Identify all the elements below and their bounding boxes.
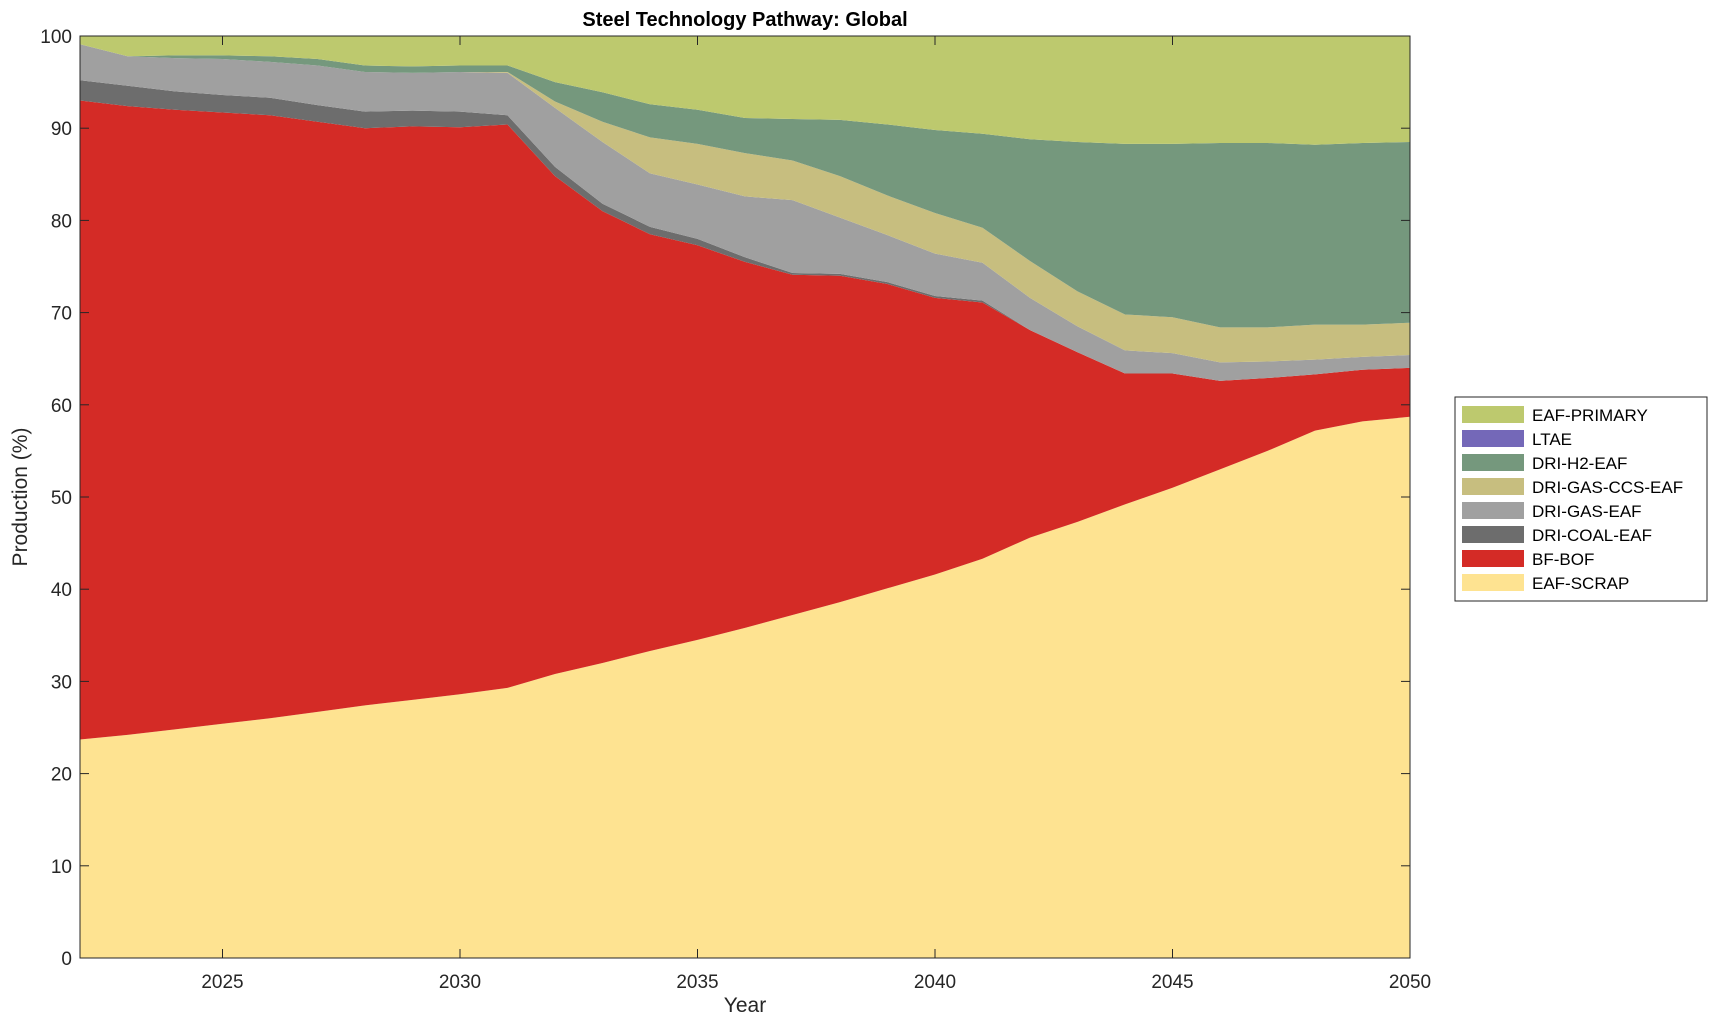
x-axis: 2025 2030 2035 2040 2045 2050 — [201, 36, 1431, 993]
y-tick-label: 30 — [51, 672, 72, 693]
area-dri-gas-ccs-eaf — [80, 44, 1410, 363]
legend-swatch-dri-coal-eaf — [1462, 526, 1524, 543]
legend-label-dri-gas-eaf: DRI-GAS-EAF — [1532, 502, 1642, 521]
x-tick-label: 2035 — [676, 972, 718, 993]
y-tick-label: 20 — [51, 765, 72, 786]
legend-label-dri-h2-eaf: DRI-H2-EAF — [1532, 454, 1627, 473]
legend-swatch-dri-gas-eaf — [1462, 502, 1524, 519]
area-dri-gas-eaf — [80, 44, 1410, 381]
legend-label-dri-gas-ccs-eaf: DRI-GAS-CCS-EAF — [1532, 478, 1683, 497]
legend-label-eaf-primary: EAF-PRIMARY — [1532, 406, 1648, 425]
legend-swatch-dri-gas-ccs-eaf — [1462, 478, 1524, 495]
legend-label-eaf-scrap: EAF-SCRAP — [1532, 574, 1629, 593]
y-tick-label: 10 — [51, 857, 72, 878]
y-tick-label: 80 — [51, 211, 72, 232]
y-tick-label: 100 — [40, 27, 72, 48]
y-tick-label: 60 — [51, 396, 72, 417]
y-tick-label: 50 — [51, 488, 72, 509]
area-series-group — [80, 36, 1410, 958]
y-axis-label: Production (%) — [9, 428, 32, 567]
legend-swatch-eaf-primary — [1462, 406, 1524, 423]
area-eaf-scrap — [80, 416, 1410, 958]
y-tick-label: 70 — [51, 304, 72, 325]
legend-swatch-ltae — [1462, 430, 1524, 447]
x-tick-label: 2050 — [1389, 972, 1431, 993]
area-bf-bof — [80, 100, 1410, 740]
y-tick-label: 0 — [61, 949, 72, 970]
x-tick-label: 2025 — [201, 972, 243, 993]
legend-swatch-eaf-scrap — [1462, 574, 1524, 591]
y-tick-label: 40 — [51, 580, 72, 601]
legend-box — [1454, 396, 1708, 602]
area-dri-h2-eaf — [80, 44, 1410, 328]
area-dri-coal-eaf — [80, 80, 1410, 381]
x-tick-label: 2045 — [1151, 972, 1193, 993]
x-tick-label: 2030 — [439, 972, 481, 993]
legend-swatch-bf-bof — [1462, 550, 1524, 567]
y-axis: 0 10 20 30 40 50 60 70 80 90 100 — [40, 27, 1410, 970]
x-axis-label: Year — [724, 994, 766, 1017]
x-tick-label: 2040 — [914, 972, 956, 993]
area-eaf-primary — [80, 36, 1410, 145]
legend-label-ltae: LTAE — [1532, 430, 1572, 449]
legend-label-dri-coal-eaf: DRI-COAL-EAF — [1532, 526, 1652, 545]
y-tick-label: 90 — [51, 119, 72, 140]
legend-swatch-dri-h2-eaf — [1462, 454, 1524, 471]
legend-label-bf-bof: BF-BOF — [1532, 550, 1594, 569]
chart-title: Steel Technology Pathway: Global — [582, 9, 907, 31]
legend: EAF-PRIMARY LTAE DRI-H2-EAF DRI-GAS-CCS-EAF… — [1454, 396, 1708, 602]
